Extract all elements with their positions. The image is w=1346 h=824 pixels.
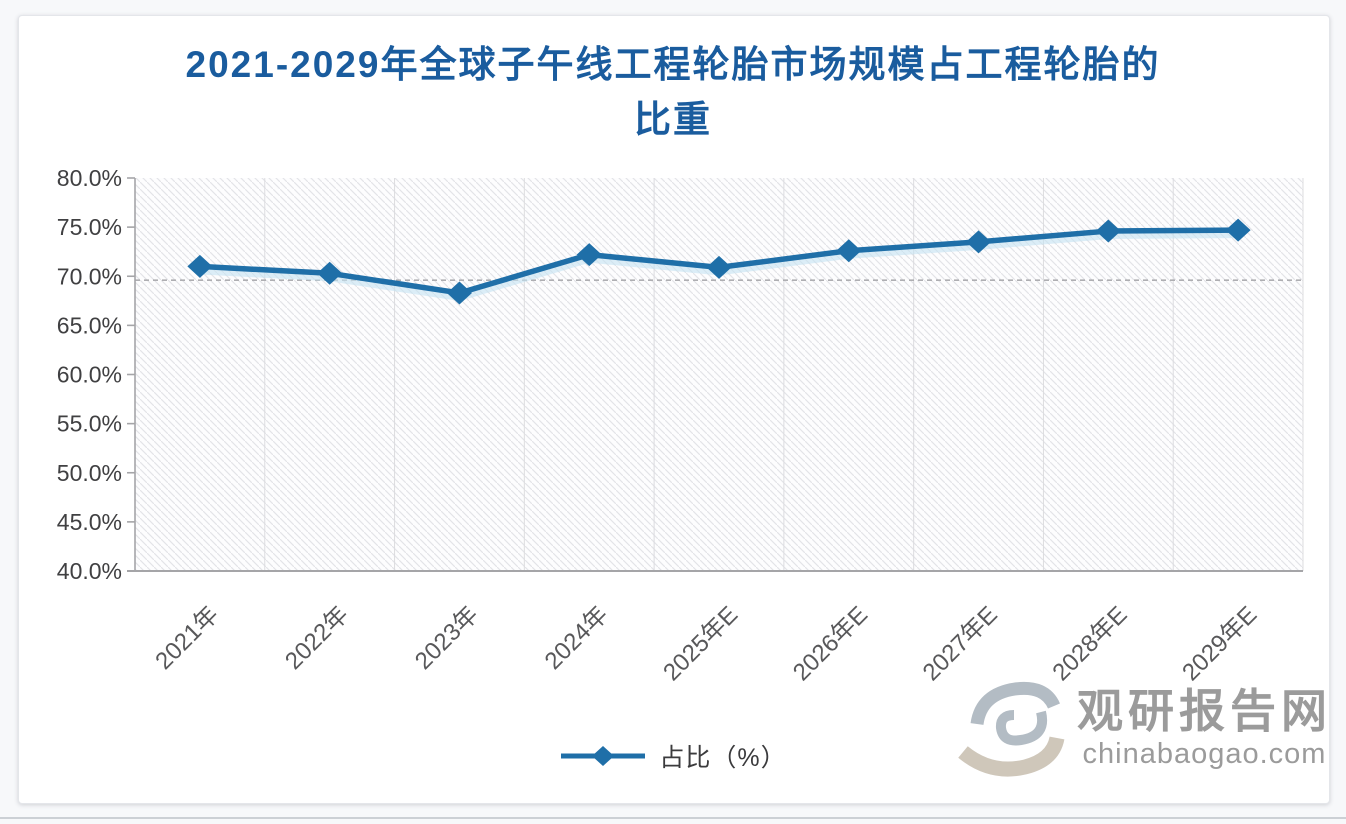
legend-series-label: 占比（%） <box>659 744 787 772</box>
chart-title: 2021-2029年全球子午线工程轮胎市场规模占工程轮胎的 比重 <box>73 38 1273 148</box>
watermark: 观研报告网 chinabaogao.com <box>953 678 1332 780</box>
watermark-logo-icon <box>958 681 1065 777</box>
chart-title-line2: 比重 <box>634 98 712 140</box>
legend: 占比（%） <box>0 738 1346 774</box>
watermark-domain: chinabaogao.com <box>1082 737 1327 770</box>
bottom-divider <box>0 817 1346 819</box>
watermark-site-name: 观研报告网 <box>1077 685 1332 738</box>
chart-title-line1: 2021-2029年全球子午线工程轮胎市场规模占工程轮胎的 <box>185 44 1161 85</box>
legend-line-marker-icon <box>561 746 646 766</box>
